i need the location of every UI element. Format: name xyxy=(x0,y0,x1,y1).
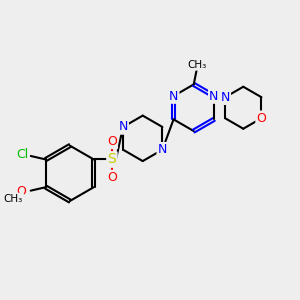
Text: Cl: Cl xyxy=(16,148,29,161)
Text: O: O xyxy=(107,135,117,148)
Text: N: N xyxy=(158,143,167,156)
Text: O: O xyxy=(16,185,26,198)
Text: N: N xyxy=(169,90,178,103)
Text: N: N xyxy=(118,121,128,134)
Text: CH₃: CH₃ xyxy=(4,194,23,204)
Text: S: S xyxy=(107,152,116,167)
Text: N: N xyxy=(220,91,230,104)
Text: CH₃: CH₃ xyxy=(188,60,207,70)
Text: O: O xyxy=(107,171,117,184)
Text: N: N xyxy=(209,90,219,103)
Text: O: O xyxy=(256,112,266,125)
